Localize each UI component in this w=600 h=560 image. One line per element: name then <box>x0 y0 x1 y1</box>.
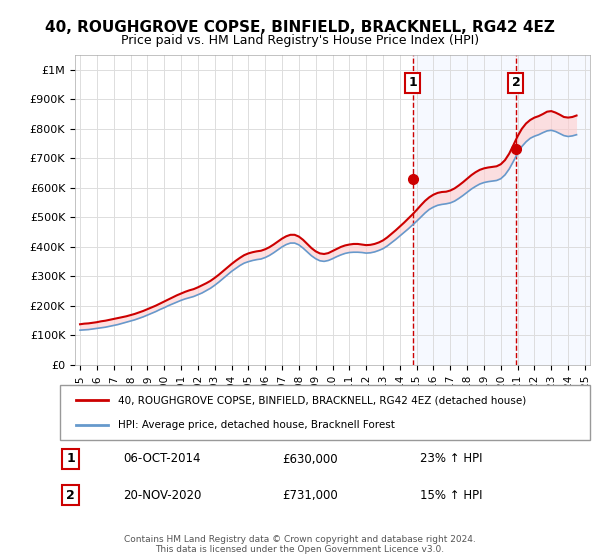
Text: 40, ROUGHGROVE COPSE, BINFIELD, BRACKNELL, RG42 4EZ: 40, ROUGHGROVE COPSE, BINFIELD, BRACKNEL… <box>45 20 555 35</box>
Text: 40, ROUGHGROVE COPSE, BINFIELD, BRACKNELL, RG42 4EZ (detached house): 40, ROUGHGROVE COPSE, BINFIELD, BRACKNEL… <box>118 395 527 405</box>
Text: £731,000: £731,000 <box>283 488 338 502</box>
Text: 15% ↑ HPI: 15% ↑ HPI <box>421 488 483 502</box>
Text: HPI: Average price, detached house, Bracknell Forest: HPI: Average price, detached house, Brac… <box>118 419 395 430</box>
Text: Contains HM Land Registry data © Crown copyright and database right 2024.
This d: Contains HM Land Registry data © Crown c… <box>124 535 476 554</box>
Text: 2: 2 <box>66 488 75 502</box>
FancyBboxPatch shape <box>60 385 590 440</box>
Text: 20-NOV-2020: 20-NOV-2020 <box>124 488 202 502</box>
Bar <box>413 55 590 365</box>
Text: £630,000: £630,000 <box>283 452 338 465</box>
Text: 1: 1 <box>409 76 417 90</box>
Text: 06-OCT-2014: 06-OCT-2014 <box>124 452 201 465</box>
Text: Price paid vs. HM Land Registry's House Price Index (HPI): Price paid vs. HM Land Registry's House … <box>121 34 479 46</box>
Text: 23% ↑ HPI: 23% ↑ HPI <box>421 452 483 465</box>
Text: 2: 2 <box>512 76 520 90</box>
Text: 1: 1 <box>66 452 75 465</box>
